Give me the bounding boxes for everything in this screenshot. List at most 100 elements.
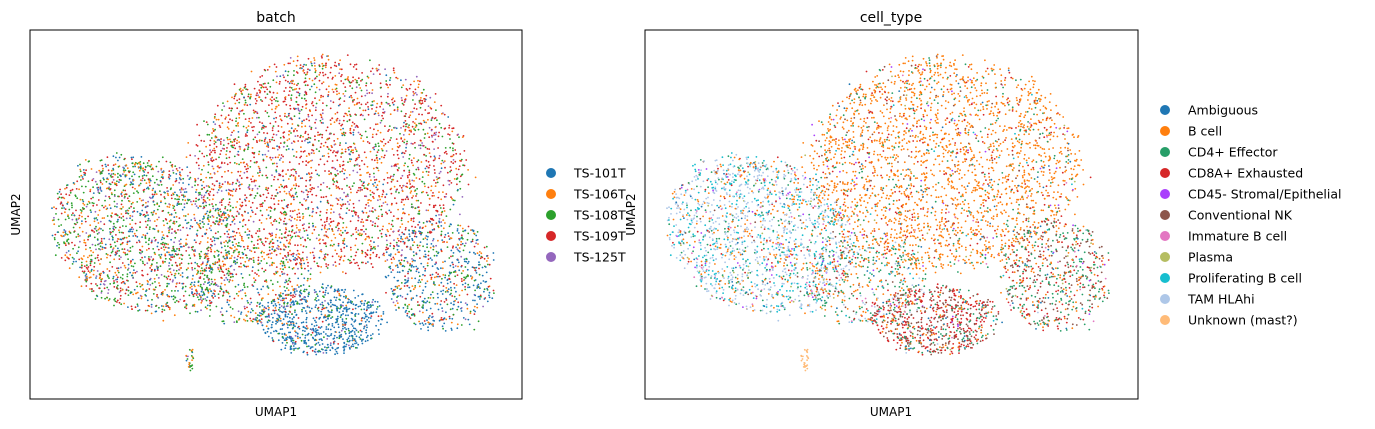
scatter-point: [342, 203, 344, 206]
scatter-point: [116, 278, 119, 281]
scatter-point: [168, 247, 170, 249]
scatter-point: [391, 202, 393, 205]
scatter-point: [154, 281, 156, 283]
scatter-point: [261, 139, 263, 142]
scatter-point: [194, 310, 197, 313]
scatter-point: [267, 305, 269, 307]
scatter-point: [295, 172, 298, 175]
scatter-point: [291, 82, 293, 85]
scatter-point: [96, 256, 99, 259]
scatter-point: [360, 221, 362, 223]
scatter-point: [313, 152, 315, 155]
scatter-point: [398, 145, 401, 147]
scatter-point: [90, 282, 93, 285]
scatter-point: [230, 264, 233, 267]
scatter-point: [131, 245, 134, 248]
scatter-point: [268, 104, 270, 106]
scatter-point: [315, 353, 318, 356]
scatter-point: [162, 234, 165, 237]
scatter-point: [371, 333, 374, 335]
scatter-point: [130, 274, 133, 277]
scatter-point: [272, 79, 275, 82]
scatter-point: [274, 107, 277, 110]
scatter-point: [124, 189, 127, 192]
scatter-point: [373, 185, 375, 187]
scatter-point: [300, 190, 303, 193]
scatter-point: [130, 205, 133, 208]
scatter-point: [203, 206, 206, 209]
scatter-point: [396, 168, 399, 171]
scatter-point: [323, 163, 326, 166]
scatter-point: [72, 182, 75, 184]
scatter-point: [338, 292, 341, 295]
scatter-point: [331, 316, 334, 318]
scatter-point: [142, 167, 145, 170]
scatter-point: [141, 256, 144, 259]
scatter-point: [315, 118, 317, 121]
scatter-point: [361, 78, 364, 81]
scatter-point: [198, 134, 201, 137]
scatter-point: [260, 314, 262, 317]
scatter-point: [337, 186, 340, 188]
scatter-point: [394, 253, 397, 256]
scatter-point: [250, 70, 253, 73]
scatter-point: [308, 153, 311, 156]
scatter-point: [411, 161, 413, 164]
scatter-point: [361, 293, 364, 296]
scatter-point: [335, 299, 337, 301]
scatter-point: [169, 225, 171, 228]
scatter-point: [247, 212, 250, 214]
scatter-point: [233, 268, 236, 271]
scatter-point: [273, 330, 275, 333]
scatter-point: [277, 130, 280, 133]
scatter-point: [158, 277, 160, 279]
scatter-point: [307, 261, 309, 264]
scatter-point: [440, 214, 443, 216]
scatter-point: [408, 126, 410, 129]
scatter-point: [278, 221, 281, 224]
scatter-point: [90, 254, 93, 257]
scatter-point: [191, 278, 194, 280]
scatter-point: [84, 159, 87, 161]
scatter-point: [263, 90, 266, 93]
scatter-point: [166, 235, 169, 237]
scatter-point: [410, 206, 413, 209]
scatter-point: [151, 189, 154, 192]
scatter-point: [354, 304, 357, 307]
scatter-point: [132, 192, 135, 195]
scatter-point: [386, 182, 389, 184]
scatter-point: [284, 231, 287, 234]
scatter-point: [303, 97, 306, 100]
scatter-point: [251, 187, 254, 190]
scatter-point: [153, 203, 156, 206]
scatter-point: [293, 83, 296, 85]
scatter-point: [208, 133, 211, 136]
scatter-point: [139, 165, 142, 168]
scatter-point: [54, 254, 57, 257]
scatter-point: [124, 195, 126, 198]
scatter-point: [105, 208, 108, 211]
scatter-point: [295, 184, 298, 187]
scatter-point: [79, 240, 81, 243]
scatter-point: [187, 262, 190, 265]
scatter-point: [400, 110, 403, 113]
scatter-point: [292, 140, 295, 143]
scatter-point: [212, 188, 215, 191]
scatter-point: [57, 197, 59, 200]
scatter-point: [103, 287, 106, 290]
scatter-point: [355, 86, 358, 89]
scatter-point: [258, 174, 260, 177]
scatter-point: [320, 332, 322, 335]
scatter-point: [342, 301, 344, 304]
scatter-point: [269, 206, 272, 209]
scatter-point: [294, 176, 297, 179]
scatter-point: [71, 218, 74, 221]
scatter-point: [264, 331, 267, 334]
scatter-point: [146, 273, 149, 276]
scatter-point: [227, 181, 229, 184]
scatter-point: [416, 187, 418, 190]
scatter-point: [101, 217, 104, 220]
scatter-point: [289, 249, 291, 252]
scatter-point: [414, 92, 417, 94]
scatter-point: [272, 316, 274, 319]
